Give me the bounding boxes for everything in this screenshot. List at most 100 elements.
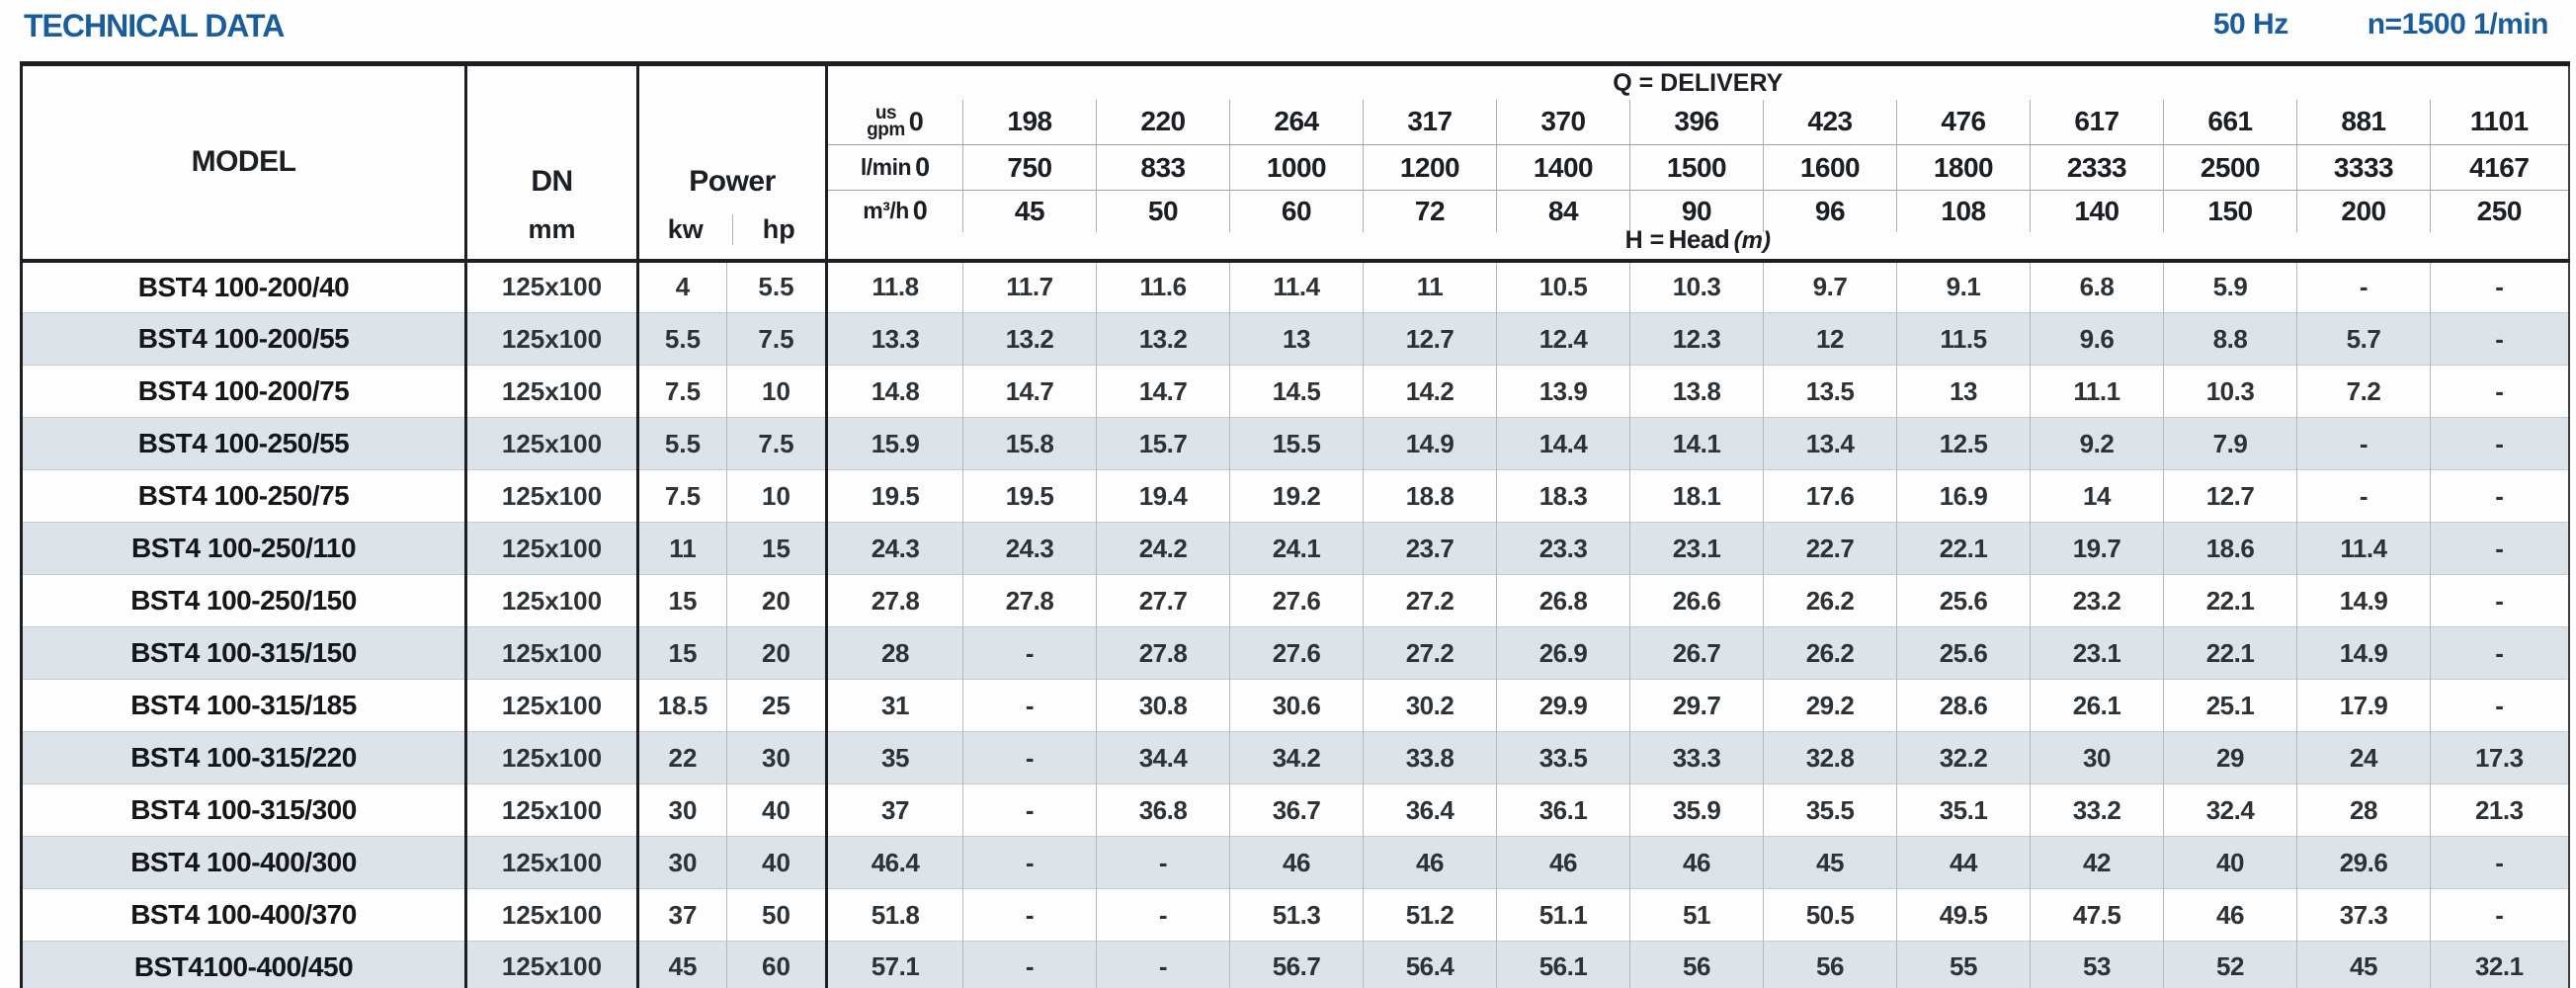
kw-cell: 11: [669, 533, 697, 563]
head-value-cell: -: [1096, 888, 1230, 942]
head-value-cell: 22.1: [2163, 574, 2297, 627]
q-value-cell: 370: [1496, 99, 1630, 145]
head-value-cell: 30: [2030, 731, 2164, 784]
table-row: BST4 100-315/185 125x100 18.5 25 31-30.8 30.6…: [21, 679, 2569, 732]
power-header-stack: Power kw hp: [639, 71, 825, 253]
head-value-cell: 13.2: [962, 312, 1097, 366]
spec-labels: 50 Hz n=1500 1/min: [2213, 8, 2552, 41]
gpm-unit-line1: us: [874, 103, 897, 124]
q-value-cell: 661: [2163, 99, 2297, 145]
model-cell: BST4 100-250/150: [21, 574, 467, 627]
q-value-cell: 476: [1896, 99, 2031, 145]
q-value-cell: 108: [1896, 190, 2031, 232]
delivery-header-label: Q = DELIVERY: [1613, 68, 1784, 97]
dn-cell: 125x100: [465, 574, 639, 627]
hp-cell: 40: [726, 783, 828, 837]
head-value-cell: 6.8: [2030, 260, 2164, 313]
head-value-cell: 27.6: [1229, 574, 1364, 627]
kw-cell: 15: [668, 637, 698, 668]
hp-cell: 15: [726, 522, 828, 575]
head-value-cell: 22.1: [1896, 522, 2031, 575]
head-value-cell: 15.9: [871, 428, 920, 458]
q-value-cell: 1200: [1363, 144, 1497, 191]
kw-unit-label: kw: [667, 214, 704, 245]
q-value-cell: 220: [1096, 99, 1230, 145]
model-cell: BST4 100-250/55: [21, 417, 467, 470]
q-value-cell: 1500: [1629, 144, 1764, 191]
table-body: BST4 100-200/40 125x100 4 5.5 11.8 11.7 11.6 11…: [21, 260, 2569, 988]
model-cell: BST4 100-250/110: [21, 522, 467, 575]
head-value-cell: -: [1096, 836, 1230, 889]
head-value-cell: 35.9: [1629, 783, 1764, 837]
m3h-header-row: m³/h 0 45 50 60 72 84 90 96 108 140 150 200 250: [22, 190, 2569, 232]
head-value-cell: 10.3: [1629, 260, 1764, 313]
head-value-cell: 37.3: [2296, 888, 2431, 942]
dn-cell: 125x100: [465, 888, 639, 942]
table-row: BST4 100-200/75 125x100 7.5 10 14.8 14.7 14.7 1…: [21, 365, 2569, 418]
model-cell: BST4 100-200/40: [21, 260, 467, 313]
head-value-cell: 55: [1896, 941, 2031, 988]
head-value-cell: 45: [1763, 836, 1897, 889]
head-value-cell: 36.1: [1496, 783, 1630, 837]
head-value-cell: 18.6: [2163, 522, 2297, 575]
head-value-cell: 32.4: [2163, 783, 2297, 837]
head-value-cell: 27.2: [1363, 574, 1497, 627]
q-value-cell: 3333: [2296, 144, 2431, 191]
head-value-cell: 29.2: [1763, 679, 1897, 732]
head-value-cell: 26.1: [2030, 679, 2164, 732]
dn-cell: 125x100: [465, 731, 639, 784]
delivery-header-row: MODEL DN mm Power kw hp: [21, 63, 2569, 261]
head-value-cell: 16.9: [1896, 469, 2031, 523]
dn-cell: 125x100: [465, 469, 639, 523]
head-value-cell: 28.6: [1896, 679, 2031, 732]
head-value-cell: -: [962, 626, 1097, 680]
lmin-zero-value: 0: [915, 152, 931, 182]
head-label-word: Head: [1668, 223, 1730, 254]
table-row: BST4 100-200/40 125x100 4 5.5 11.8 11.7 11.6 11…: [21, 260, 2569, 313]
kw-cell: 5.5: [664, 323, 702, 354]
model-cell: BST4 100-400/300: [21, 836, 467, 889]
head-value-cell: 14.9: [2296, 574, 2431, 627]
head-value-cell: 19.2: [1229, 469, 1364, 523]
head-value-cell: 26.7: [1629, 626, 1764, 680]
head-value-cell: 9.2: [2030, 417, 2164, 470]
q-value-cell: 396: [1629, 99, 1764, 145]
head-value-cell: 32.1: [2429, 941, 2569, 988]
table-row: BST4 100-315/300 125x100 30 40 37-36.8 36.7 36…: [21, 783, 2569, 837]
head-value-cell: 10.3: [2163, 365, 2297, 418]
dn-cell: 125x100: [465, 312, 639, 366]
head-value-cell: 26.9: [1496, 626, 1630, 680]
head-value-cell: 30.6: [1229, 679, 1364, 732]
head-value-cell: 11.4: [2296, 522, 2431, 575]
head-value-cell: 7.9: [2163, 417, 2297, 470]
model-header-label: MODEL: [191, 145, 296, 179]
head-value-cell: 57.1: [871, 951, 920, 982]
head-value-cell: 11.4: [1229, 260, 1364, 313]
head-value-cell: 44: [1896, 836, 2031, 889]
head-value-cell: 26.2: [1763, 574, 1897, 627]
head-value-cell: -: [2296, 417, 2431, 470]
head-value-cell: 14.7: [1096, 365, 1230, 418]
head-value-cell: 36.4: [1363, 783, 1497, 837]
head-value-cell: 12.3: [1629, 312, 1764, 366]
head-value-cell: 12.4: [1496, 312, 1630, 366]
head-value-cell: 35: [881, 742, 909, 773]
hp-cell: 7.5: [726, 312, 828, 366]
head-value-cell: 30.2: [1363, 679, 1497, 732]
power-column-header: Power kw hp: [637, 63, 828, 261]
head-value-cell: 27.8: [871, 585, 920, 616]
table-row: BST4 100-315/150 125x100 15 20 28-27.8 27.6 27…: [21, 626, 2569, 680]
head-value-cell: 11.8: [872, 272, 919, 302]
head-value-cell: 15.8: [962, 417, 1097, 470]
head-value-cell: 49.5: [1896, 888, 2031, 942]
head-value-cell: 47.5: [2030, 888, 2164, 942]
model-cell: BST4100-400/450: [21, 941, 467, 988]
head-value-cell: 5.9: [2163, 260, 2297, 313]
head-value-cell: 29: [2163, 731, 2297, 784]
head-value-cell: 17.9: [2296, 679, 2431, 732]
head-value-cell: -: [2429, 312, 2569, 366]
q-value-cell: 50: [1096, 190, 1230, 232]
kw-cell: 7.5: [664, 375, 702, 406]
dn-header-label: DN: [531, 165, 573, 199]
